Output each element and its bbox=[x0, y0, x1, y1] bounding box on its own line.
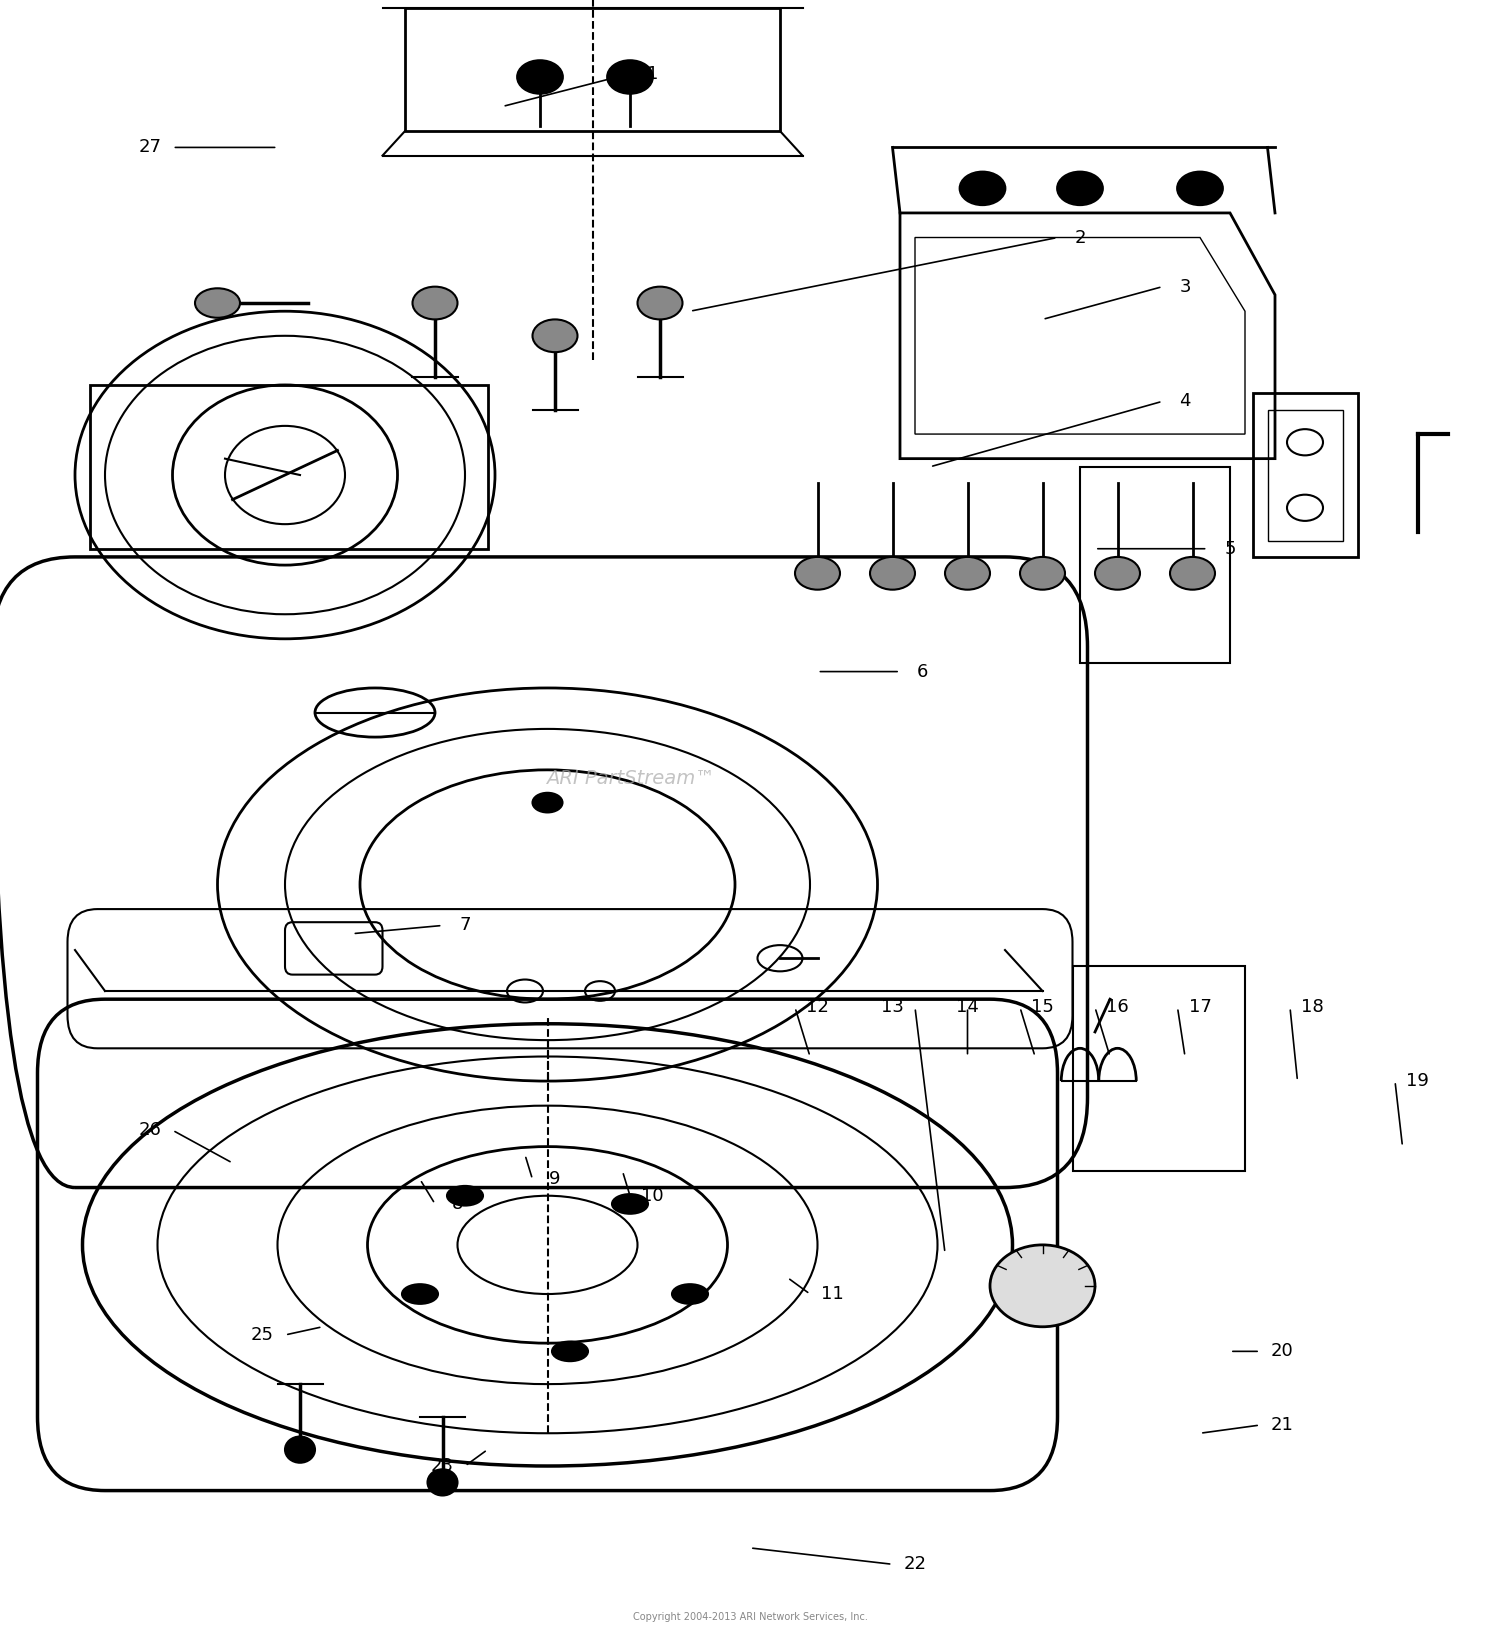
Text: 4: 4 bbox=[1179, 393, 1191, 410]
Text: 16: 16 bbox=[1106, 999, 1130, 1016]
Text: 5: 5 bbox=[1224, 541, 1236, 557]
Ellipse shape bbox=[612, 1194, 648, 1214]
Ellipse shape bbox=[518, 61, 562, 93]
Ellipse shape bbox=[532, 319, 578, 352]
Ellipse shape bbox=[402, 1284, 438, 1304]
Text: 26: 26 bbox=[138, 1122, 162, 1138]
Text: 18: 18 bbox=[1300, 999, 1324, 1016]
Text: 8: 8 bbox=[452, 1196, 464, 1212]
Text: 12: 12 bbox=[806, 999, 830, 1016]
Ellipse shape bbox=[960, 172, 1005, 205]
Text: 22: 22 bbox=[903, 1556, 927, 1572]
Text: 3: 3 bbox=[1179, 278, 1191, 295]
Text: 19: 19 bbox=[1406, 1073, 1429, 1089]
Ellipse shape bbox=[1178, 172, 1222, 205]
Ellipse shape bbox=[945, 557, 990, 590]
Ellipse shape bbox=[638, 287, 682, 319]
Text: Copyright 2004-2013 ARI Network Services, Inc.: Copyright 2004-2013 ARI Network Services… bbox=[633, 1612, 867, 1622]
Ellipse shape bbox=[1095, 557, 1140, 590]
Ellipse shape bbox=[990, 1245, 1095, 1327]
Ellipse shape bbox=[795, 557, 840, 590]
Text: ARI PartStream™: ARI PartStream™ bbox=[546, 768, 714, 788]
Text: 11: 11 bbox=[821, 1286, 844, 1302]
Text: 25: 25 bbox=[251, 1327, 274, 1343]
Ellipse shape bbox=[1020, 557, 1065, 590]
Text: 14: 14 bbox=[956, 999, 980, 1016]
Bar bbox=[1080, 467, 1230, 663]
Text: 7: 7 bbox=[459, 917, 471, 934]
Ellipse shape bbox=[427, 1469, 458, 1495]
Text: 10: 10 bbox=[640, 1188, 664, 1204]
Text: 1: 1 bbox=[646, 66, 658, 82]
Text: 20: 20 bbox=[1270, 1343, 1294, 1360]
Text: 13: 13 bbox=[880, 999, 904, 1016]
Ellipse shape bbox=[195, 288, 240, 318]
Ellipse shape bbox=[413, 287, 458, 319]
Ellipse shape bbox=[1058, 172, 1102, 205]
Ellipse shape bbox=[458, 1196, 638, 1294]
Text: 2: 2 bbox=[1074, 229, 1086, 246]
Text: 17: 17 bbox=[1188, 999, 1212, 1016]
Text: 21: 21 bbox=[1270, 1417, 1294, 1433]
Ellipse shape bbox=[532, 793, 562, 812]
Ellipse shape bbox=[447, 1186, 483, 1206]
Text: 9: 9 bbox=[549, 1171, 561, 1188]
Text: 23: 23 bbox=[430, 1458, 454, 1474]
Text: 6: 6 bbox=[916, 663, 928, 680]
Ellipse shape bbox=[870, 557, 915, 590]
Text: 15: 15 bbox=[1030, 999, 1054, 1016]
Ellipse shape bbox=[552, 1342, 588, 1361]
Ellipse shape bbox=[608, 61, 652, 93]
Ellipse shape bbox=[285, 1437, 315, 1463]
Ellipse shape bbox=[1170, 557, 1215, 590]
Ellipse shape bbox=[672, 1284, 708, 1304]
Text: 27: 27 bbox=[138, 139, 162, 156]
